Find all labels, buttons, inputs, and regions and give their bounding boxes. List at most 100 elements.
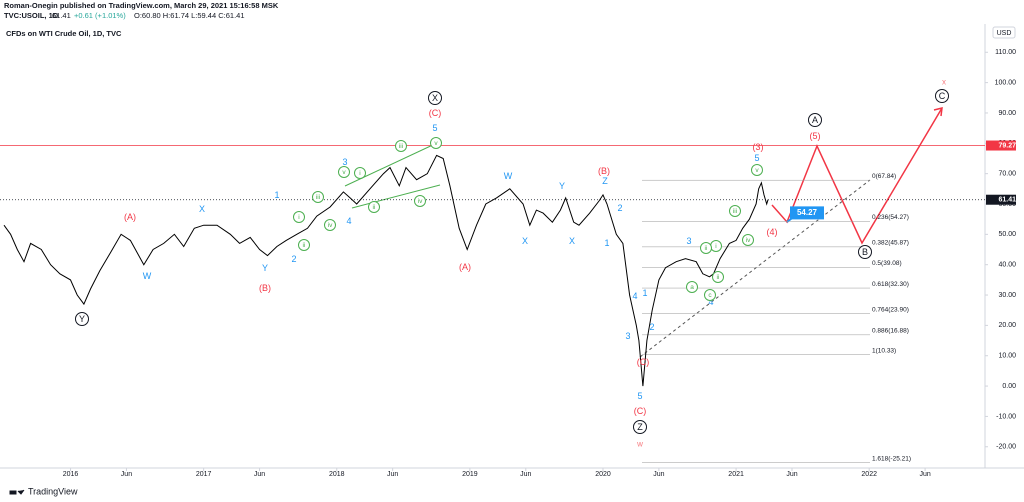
wave-label: 4 (632, 291, 637, 301)
wave-label: 4 (708, 297, 713, 307)
wave-label: 5 (754, 153, 759, 163)
wave-label: B (862, 247, 868, 257)
x-tick-label: 2019 (462, 471, 478, 478)
wave-circle (338, 166, 350, 178)
wave-circle (751, 164, 763, 176)
wave-circle (428, 91, 442, 105)
currency-box (992, 26, 1016, 39)
wave-label: i (359, 170, 360, 177)
wave-label: Y (262, 263, 268, 273)
wave-label: iv (418, 198, 423, 205)
x-tick-label: 2017 (196, 471, 212, 478)
trend-line (639, 179, 871, 358)
y-tick-label: 70.00 (998, 170, 1016, 177)
fib-label: 0.618(32.30) (872, 281, 909, 288)
wave-label: i (715, 243, 716, 250)
wave-circle (858, 245, 872, 259)
wave-circle (324, 219, 336, 231)
wedge-line (351, 184, 441, 209)
wave-label: Z (602, 176, 608, 186)
wave-label: x (942, 78, 946, 87)
wave-label: ii (717, 274, 720, 281)
wave-label: (B) (259, 283, 271, 293)
wave-circle (935, 89, 949, 103)
x-tick-label: Jun (121, 471, 132, 478)
wave-label: (C) (429, 108, 442, 118)
wave-label: (C) (634, 406, 647, 416)
wave-label: 2 (291, 254, 296, 264)
wave-circle (430, 137, 442, 149)
wave-label: 4 (346, 216, 351, 226)
x-tick-label: Jun (786, 471, 797, 478)
level-label: 79.27 (998, 142, 1016, 149)
wave-label: iv (328, 222, 333, 229)
y-tick-label: 50.00 (998, 231, 1016, 238)
wave-label: 5 (637, 391, 642, 401)
wave-label: ii (705, 245, 708, 252)
wave-circle (633, 420, 647, 434)
wave-circle (700, 242, 712, 254)
projection-path (771, 107, 943, 245)
ohlc: O:60.80 H:61.74 L:59.44 C:61.41 (134, 11, 245, 20)
fib-label: 0(67.84) (872, 173, 896, 180)
x-tick-label: Jun (919, 471, 930, 478)
wave-circle (729, 205, 741, 217)
x-tick-label: 2021 (728, 471, 744, 478)
change: +0.61 (+1.01%) (74, 11, 126, 20)
target-box (790, 206, 824, 220)
wave-label: X (432, 93, 438, 103)
y-tick-label: 90.00 (998, 110, 1016, 117)
wave-label: X (569, 236, 575, 246)
wave-circle (712, 271, 724, 283)
x-tick-label: 2018 (329, 471, 345, 478)
wave-label: iii (733, 208, 737, 215)
level-box (986, 194, 1016, 205)
wave-circle (686, 281, 698, 293)
wave-label: iv (746, 237, 751, 244)
level-label: 61.41 (998, 197, 1016, 204)
wave-label: iii (399, 143, 403, 150)
fib-label: 1.618(-25.21) (872, 455, 911, 462)
wave-circle (354, 167, 366, 179)
wave-label: ii (373, 204, 376, 211)
wave-circle (704, 289, 716, 301)
x-tick-label: Jun (254, 471, 265, 478)
x-tick-label: Jun (520, 471, 531, 478)
currency: USD (997, 30, 1012, 37)
wave-label: w (636, 440, 643, 449)
wave-label: Z (637, 422, 643, 432)
wave-circle (414, 195, 426, 207)
fib-label: 0.5(39.08) (872, 260, 902, 267)
wave-label: X (199, 204, 205, 214)
y-tick-label: 30.00 (998, 292, 1016, 299)
y-tick-label: 0.00 (1002, 383, 1016, 390)
wave-label: 5 (432, 123, 437, 133)
x-tick-label: Jun (387, 471, 398, 478)
wave-circle (395, 140, 407, 152)
wave-label: (A) (459, 262, 471, 272)
publisher: Roman-Onegin published on TradingView.co… (4, 1, 279, 10)
wave-label: A (812, 115, 818, 125)
wave-label: W (143, 271, 152, 281)
wedge-line (344, 142, 438, 187)
wave-label: X (522, 236, 528, 246)
wave-circle (312, 191, 324, 203)
wave-circle (808, 113, 822, 127)
x-tick-label: 2020 (595, 471, 611, 478)
y-tick-label: -10.00 (996, 413, 1016, 420)
wave-circle (75, 312, 89, 326)
wave-label: iii (316, 194, 320, 201)
wave-label: (A) (124, 212, 136, 222)
y-tick-label: 40.00 (998, 262, 1016, 269)
wave-label: 1 (642, 288, 647, 298)
wave-circle (298, 239, 310, 251)
wave-label: a (690, 284, 694, 291)
wave-circle (368, 201, 380, 213)
projection-arrowhead (933, 107, 943, 117)
wave-label: 2 (649, 322, 654, 332)
y-tick-label: 10.00 (998, 353, 1016, 360)
wave-label: (5) (810, 131, 821, 141)
y-tick-label: 100.00 (995, 79, 1017, 86)
y-tick-label: -20.00 (996, 444, 1016, 451)
